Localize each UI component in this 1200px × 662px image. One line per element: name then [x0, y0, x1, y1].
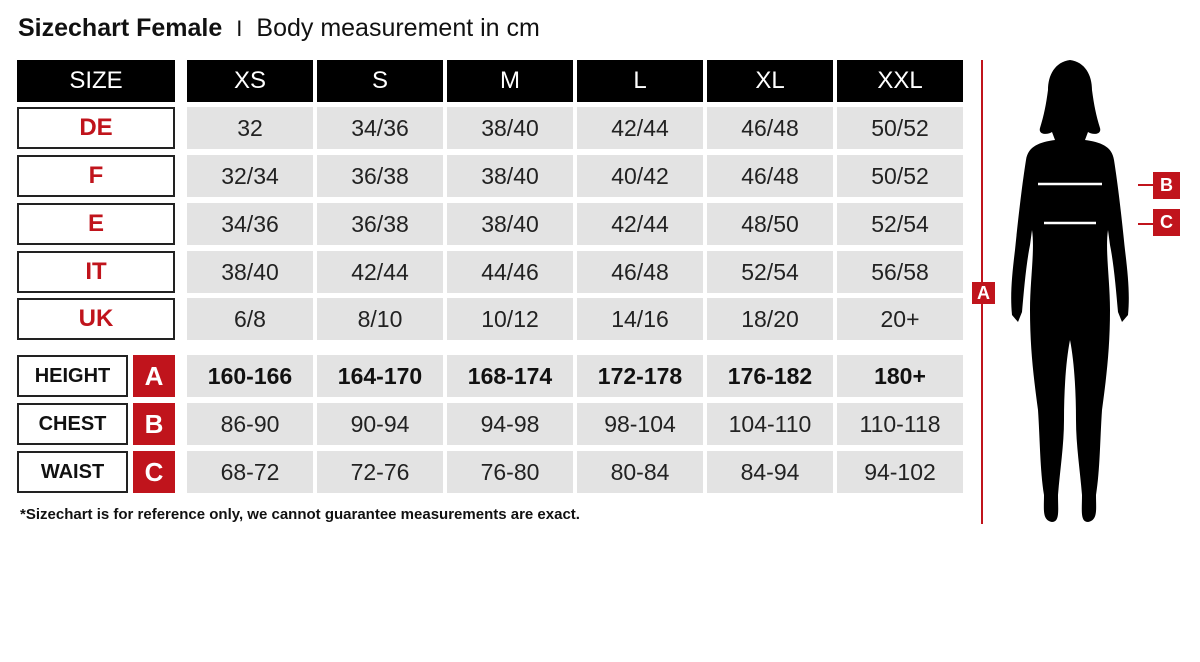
row-label-e: E [17, 203, 175, 245]
table-cell: 14/16 [577, 298, 703, 340]
measure-letter-badge: C [133, 451, 175, 493]
page-title: Sizechart Female I Body measurement in cm [18, 14, 540, 43]
woman-silhouette-icon [1011, 60, 1129, 522]
table-cell: 46/48 [707, 107, 833, 149]
table-cell: 44/46 [447, 251, 573, 293]
table-cell: 10/12 [447, 298, 573, 340]
table-cell: 90-94 [317, 403, 443, 445]
table-cell: 72-76 [317, 451, 443, 493]
table-cell: 168-174 [447, 355, 573, 397]
row-label-waist: WAIST [17, 451, 128, 493]
table-cell: 50/52 [837, 107, 963, 149]
table-cell: 40/42 [577, 155, 703, 197]
title-sub: Body measurement in cm [256, 14, 540, 42]
chest-marker: B [1153, 172, 1180, 199]
row-label-height: HEIGHT [17, 355, 128, 397]
size-column-header: S [317, 60, 443, 102]
footnote: *Sizechart is for reference only, we can… [20, 506, 580, 523]
table-cell: 46/48 [577, 251, 703, 293]
table-cell: 42/44 [577, 107, 703, 149]
table-cell: 8/10 [317, 298, 443, 340]
body-figure [981, 60, 1154, 524]
size-column-header: XXL [837, 60, 963, 102]
table-cell: 36/38 [317, 203, 443, 245]
table-cell: 20+ [837, 298, 963, 340]
size-column-header: L [577, 60, 703, 102]
row-label-uk: UK [17, 298, 175, 340]
table-cell: 172-178 [577, 355, 703, 397]
table-cell: 94-102 [837, 451, 963, 493]
table-cell: 50/52 [837, 155, 963, 197]
table-cell: 32 [187, 107, 313, 149]
table-cell: 98-104 [577, 403, 703, 445]
table-cell: 34/36 [187, 203, 313, 245]
title-main: Sizechart Female [18, 14, 223, 42]
table-cell: 56/58 [837, 251, 963, 293]
table-cell: 42/44 [577, 203, 703, 245]
table-cell: 80-84 [577, 451, 703, 493]
waist-marker: C [1153, 209, 1180, 236]
measure-letter-badge: A [133, 355, 175, 397]
row-label-de: DE [17, 107, 175, 149]
table-cell: 48/50 [707, 203, 833, 245]
row-label-f: F [17, 155, 175, 197]
table-cell: 84-94 [707, 451, 833, 493]
table-cell: 176-182 [707, 355, 833, 397]
table-cell: 180+ [837, 355, 963, 397]
size-header: SIZE [17, 60, 175, 102]
table-cell: 36/38 [317, 155, 443, 197]
height-marker: A [972, 282, 995, 304]
size-column-header: M [447, 60, 573, 102]
table-cell: 38/40 [447, 203, 573, 245]
table-cell: 68-72 [187, 451, 313, 493]
table-cell: 110-118 [837, 403, 963, 445]
row-label-it: IT [17, 251, 175, 293]
title-separator: I [236, 16, 243, 41]
table-cell: 46/48 [707, 155, 833, 197]
table-cell: 164-170 [317, 355, 443, 397]
row-label-chest: CHEST [17, 403, 128, 445]
measure-letter-badge: B [133, 403, 175, 445]
size-column-header: XL [707, 60, 833, 102]
table-cell: 104-110 [707, 403, 833, 445]
table-cell: 86-90 [187, 403, 313, 445]
table-cell: 18/20 [707, 298, 833, 340]
table-cell: 38/40 [187, 251, 313, 293]
table-cell: 52/54 [837, 203, 963, 245]
size-column-header: XS [187, 60, 313, 102]
table-cell: 38/40 [447, 107, 573, 149]
table-cell: 42/44 [317, 251, 443, 293]
table-cell: 160-166 [187, 355, 313, 397]
table-cell: 52/54 [707, 251, 833, 293]
table-cell: 76-80 [447, 451, 573, 493]
table-cell: 34/36 [317, 107, 443, 149]
table-cell: 6/8 [187, 298, 313, 340]
table-cell: 38/40 [447, 155, 573, 197]
table-cell: 94-98 [447, 403, 573, 445]
table-cell: 32/34 [187, 155, 313, 197]
